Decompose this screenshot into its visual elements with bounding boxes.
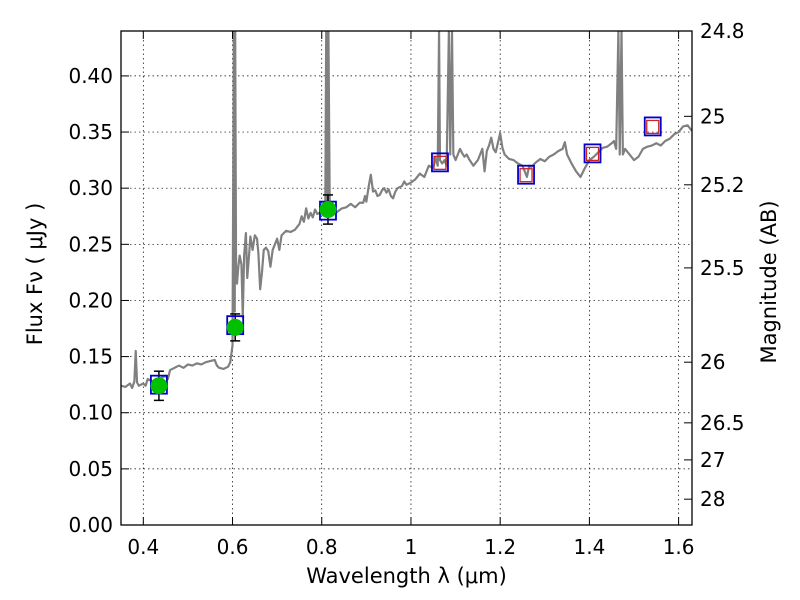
- model-box: [583, 143, 602, 164]
- y-tick-label: 0.05: [68, 457, 113, 481]
- y2-tick-label: 26: [700, 350, 725, 374]
- y2-axis-ticks: 24.8 25 25.2 25.5 26 26.5 27 28: [684, 19, 745, 511]
- y2-tick-label: 26.5: [700, 411, 745, 435]
- model-box-inner: [646, 119, 660, 135]
- model-box-inner: [433, 155, 447, 171]
- grid-lines: [121, 31, 692, 526]
- model-box-inner: [519, 168, 533, 183]
- photometry-point: [226, 318, 244, 336]
- y2-axis-label: Magnitude (AB): [757, 200, 781, 363]
- y-tick-label: 0.25: [68, 232, 113, 256]
- y-axis-label: Flux Fν ( μJy ): [23, 203, 47, 346]
- x-tick-label: 0.4: [127, 535, 159, 559]
- y-axis-ticks: 0.00 0.05 0.10 0.15 0.20 0.25 0.30 0.35 0.40: [68, 64, 129, 537]
- model-box: [517, 164, 535, 185]
- model-box: [431, 152, 449, 173]
- y2-tick-label: 28: [700, 487, 725, 511]
- y-tick-label: 0.00: [68, 513, 113, 537]
- photometry-point: [150, 377, 168, 395]
- model-box: [643, 116, 662, 137]
- x-axis-ticks: 0.4 0.6 0.8 1 1.2 1.4 1.6: [127, 31, 695, 559]
- model-box-inner: [585, 146, 600, 162]
- y-tick-label: 0.30: [68, 176, 113, 200]
- spectrum-line: [121, 31, 692, 390]
- photometry-point: [319, 201, 337, 219]
- x-tick-label: 1: [405, 535, 418, 559]
- y-tick-label: 0.40: [68, 64, 113, 88]
- x-axis-label: Wavelength λ (μm): [306, 564, 507, 588]
- spectrum-series: [121, 31, 692, 390]
- y2-tick-label: 24.8: [700, 19, 745, 43]
- y-tick-label: 0.35: [68, 120, 113, 144]
- y2-tick-label: 25: [700, 104, 725, 128]
- x-tick-label: 0.6: [217, 535, 249, 559]
- plot-frame: [120, 30, 693, 526]
- y2-tick-label: 25.5: [700, 256, 745, 280]
- x-tick-label: 0.8: [306, 535, 338, 559]
- y2-tick-label: 27: [700, 448, 725, 472]
- x-tick-label: 1.2: [484, 535, 516, 559]
- x-tick-label: 1.4: [573, 535, 605, 559]
- y-tick-label: 0.10: [68, 401, 113, 425]
- y2-tick-label: 25.2: [700, 173, 745, 197]
- y-tick-label: 0.20: [68, 288, 113, 312]
- y-tick-label: 0.15: [68, 345, 113, 369]
- x-tick-label: 1.6: [663, 535, 695, 559]
- model-box-series: [150, 116, 662, 395]
